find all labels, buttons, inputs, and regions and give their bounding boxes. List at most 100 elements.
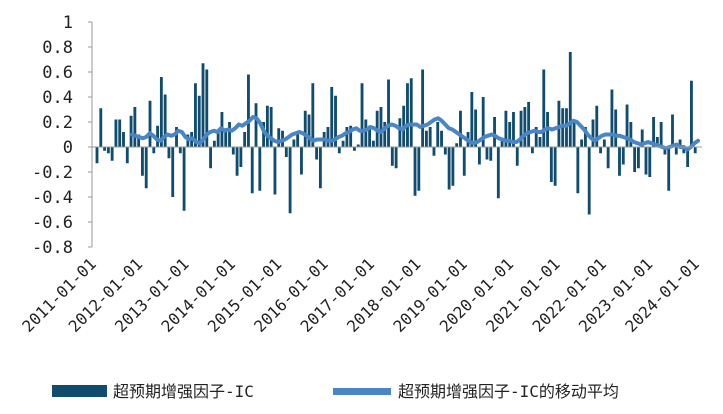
y-tick-label: 0.2: [42, 113, 73, 133]
ic-bar: [474, 109, 478, 147]
ic-bar: [148, 100, 152, 147]
ic-bar: [175, 127, 178, 147]
ic-bar: [572, 122, 576, 147]
ic-bar: [390, 147, 394, 166]
ic-bar: [303, 110, 307, 147]
ic-bar: [364, 119, 368, 147]
ic-bar: [417, 147, 421, 191]
ic-bar: [568, 52, 572, 147]
ic-bar: [527, 102, 531, 147]
y-tick-label: -0.8: [32, 238, 73, 258]
ic-bar: [455, 143, 459, 147]
ic-bar: [250, 147, 254, 194]
ic-bar: [307, 114, 311, 147]
ic-bar: [618, 147, 621, 176]
ic-bar: [171, 147, 175, 197]
ic-bar: [674, 147, 678, 155]
ic-bar: [125, 147, 129, 164]
ic-bar: [387, 79, 390, 147]
ic-bar: [553, 147, 557, 186]
ic-bar: [549, 147, 553, 182]
ic-bar: [231, 147, 235, 155]
ic-bar: [652, 117, 655, 147]
ic-bar: [489, 147, 493, 161]
ic-bar: [557, 100, 561, 147]
ic-bar: [349, 125, 353, 147]
ic-bar: [292, 139, 296, 147]
ic-bar: [693, 147, 697, 154]
ic-bar: [133, 107, 137, 147]
y-tick-label: 0.6: [42, 63, 73, 83]
y-tick-label: -0.4: [32, 188, 73, 208]
ic-bar: [106, 147, 110, 154]
legend-line-swatch: [333, 388, 391, 395]
ic-bar: [334, 95, 337, 147]
ic-bar: [398, 118, 402, 147]
ic-bar: [633, 147, 637, 172]
ic-bar: [659, 122, 663, 147]
ic-bar: [655, 137, 659, 147]
legend-line-label: 超预期增强因子-IC的移动平均: [398, 382, 619, 401]
ic-bars: [95, 52, 697, 215]
ic-bar: [103, 147, 106, 151]
legend-bar-swatch: [52, 385, 107, 397]
ic-bar: [587, 147, 591, 215]
ic-bar: [337, 147, 341, 154]
ic-bar: [110, 147, 114, 161]
ic-bar: [644, 147, 648, 175]
x-axis-ticks: 2011-01-012012-01-012013-01-012014-01-01…: [18, 254, 703, 336]
ic-bar: [443, 147, 447, 155]
ic-bar: [205, 69, 209, 147]
ic-bar: [625, 104, 629, 147]
ic-bar: [379, 107, 383, 147]
y-tick-label: -0.6: [32, 213, 73, 233]
legend: 超预期增强因子-IC 超预期增强因子-IC的移动平均: [52, 382, 619, 401]
ic-bar: [459, 110, 462, 147]
ic-bar: [667, 147, 671, 191]
y-axis-ticks: 1 0.8 0.6 0.4 0.2 0 -0.2 -0.4 -0.6 -0.8: [32, 13, 92, 258]
ic-bar: [156, 125, 159, 147]
ic-bar: [682, 147, 686, 154]
ic-bar: [122, 132, 125, 147]
ic-bar: [368, 125, 372, 147]
ic-bar: [224, 128, 228, 147]
ic-bar: [243, 132, 247, 147]
ic-bar: [610, 89, 614, 147]
ic-bar: [212, 140, 216, 147]
ic-bar: [508, 122, 512, 147]
ic-bar: [273, 147, 277, 195]
ic-bar: [515, 147, 519, 166]
ic-bar: [144, 147, 148, 189]
ic-bar: [599, 147, 602, 154]
ic-bar: [451, 147, 455, 186]
ic-bar: [576, 147, 580, 194]
ic-bar: [523, 107, 527, 147]
ic-bar: [477, 147, 481, 165]
ic-bar: [345, 127, 349, 147]
ic-bar: [432, 147, 436, 156]
ic-bar: [353, 147, 356, 151]
ic-bar: [99, 108, 103, 147]
ic-bar: [201, 63, 205, 147]
ic-bar: [194, 83, 197, 147]
ic-bar: [406, 83, 409, 147]
ic-bar: [663, 147, 667, 155]
ic-bar: [356, 144, 360, 147]
ic-bar: [311, 83, 315, 147]
ic-bar: [690, 80, 693, 147]
ic-bar: [629, 122, 633, 147]
ic-bar: [258, 147, 262, 191]
ic-bar: [530, 147, 534, 154]
ic-bar: [163, 94, 167, 147]
ic-bar: [95, 147, 99, 164]
ic-bar: [247, 74, 250, 147]
y-tick-label: 0: [63, 138, 73, 158]
ic-bar: [485, 147, 489, 160]
ic-bar: [129, 115, 133, 147]
ic-bar: [296, 134, 300, 147]
ic-bar: [591, 119, 595, 147]
ic-bar: [678, 139, 682, 147]
ic-bar: [330, 87, 334, 147]
ic-bar: [209, 147, 213, 169]
